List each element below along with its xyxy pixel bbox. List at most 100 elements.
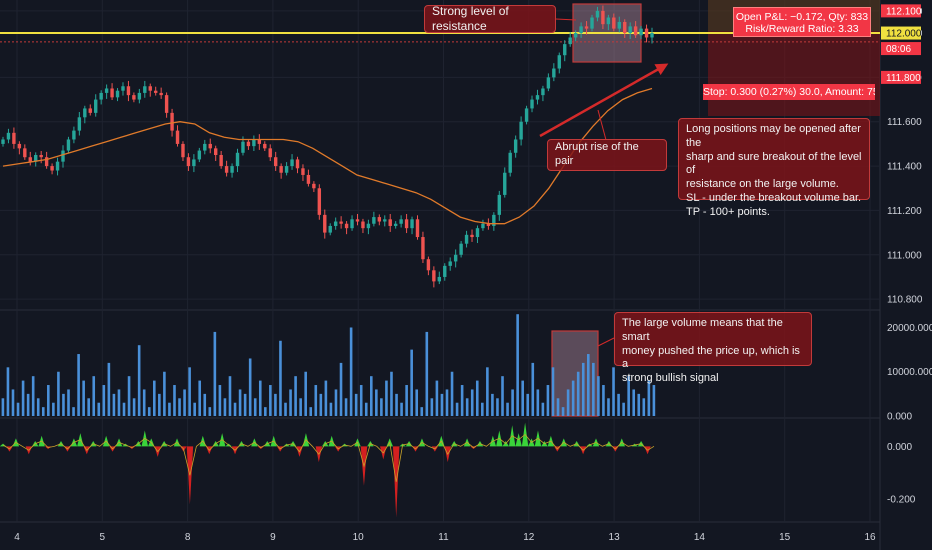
candle-body (295, 159, 300, 169)
candle-body (628, 26, 632, 34)
volume-bar (269, 385, 272, 416)
volume-bar (440, 393, 444, 416)
volume-tick-label: 0.000 (887, 412, 912, 423)
candle-body (208, 143, 212, 149)
candle-body (410, 219, 414, 229)
candle-body (508, 152, 512, 173)
candle-body (66, 139, 71, 151)
volume-bar (465, 398, 469, 416)
rise-note-connector (597, 109, 607, 141)
volume-bar (107, 362, 111, 416)
price-tag-text: 08:06 (886, 44, 911, 55)
volume-bar (137, 345, 141, 416)
candle-body (633, 26, 638, 36)
volume-bar (607, 398, 610, 416)
volume-bar (62, 393, 65, 416)
oscillator (0, 422, 655, 518)
price-tag (881, 42, 921, 56)
volume-bar (142, 389, 146, 416)
volume-bar (430, 398, 434, 416)
candle-body (448, 261, 452, 266)
x-tick-label: 10 (353, 532, 365, 543)
candle-body (186, 157, 191, 167)
candle-body (213, 148, 218, 155)
volume-bar (193, 402, 196, 416)
candle-body (6, 132, 11, 140)
candle-body (350, 219, 354, 229)
candle-body (263, 143, 267, 149)
volume-bar (289, 389, 292, 416)
volume-bar (375, 389, 378, 416)
volume-bar (339, 362, 343, 416)
open-pnl-badge[interactable]: Open P&L: −0.172, Qty: 833 Risk/Reward R… (733, 7, 871, 37)
candle-body (175, 130, 180, 144)
candle-body (595, 10, 600, 18)
volume-bar (511, 389, 514, 416)
candle-body (154, 90, 158, 93)
x-tick-label: 8 (185, 532, 191, 543)
candle-body (181, 143, 185, 158)
trend-arrow (539, 63, 669, 138)
volume-bar (475, 380, 479, 416)
volume-bar (314, 385, 318, 416)
volume-note-line: The large volume means that the smart (622, 317, 783, 343)
candle-body (552, 68, 556, 78)
candle-body (584, 26, 589, 29)
long-note-line: sharp and sure breakout of the level of (686, 150, 862, 177)
volume-bar (354, 393, 358, 416)
volume-bar (551, 367, 555, 416)
volume-bar (21, 380, 25, 416)
candle-body (541, 88, 545, 96)
volume-bar (127, 376, 131, 416)
candle-body (284, 166, 289, 173)
volume-bar (16, 402, 20, 416)
candle-body (443, 265, 447, 277)
candle-body (339, 221, 343, 224)
volume-bar (284, 402, 287, 416)
long-note-line: resistance on the large volume. (686, 178, 839, 190)
volume-bar (642, 398, 646, 416)
candle-body (388, 219, 392, 226)
candle-body (235, 152, 240, 167)
candle-body (612, 17, 616, 29)
volume-bar (546, 385, 550, 416)
candle-body (72, 130, 76, 140)
moving-average (2, 87, 653, 225)
volume-bar (400, 402, 403, 416)
volume-bar (147, 407, 151, 416)
volume-tick-label: 10000.000 (887, 367, 932, 378)
volume-bar (329, 402, 333, 416)
x-tick-label: 5 (100, 532, 106, 543)
volume-bar (561, 407, 565, 416)
volume-bar (364, 402, 368, 416)
candle-body (361, 221, 365, 229)
stop-badge[interactable]: Stop: 0.300 (0.27%) 30.0, Amount: 75 (703, 84, 875, 100)
candle-body (464, 234, 469, 244)
candle-body (104, 88, 109, 93)
volume-bar (223, 398, 227, 416)
volume-bar (617, 393, 620, 416)
candle-body (148, 86, 152, 91)
volume-bar (233, 402, 237, 416)
candle-body (601, 10, 605, 25)
y-tick-label: 111.000 (887, 250, 922, 261)
annotation-arrows (539, 18, 669, 347)
candle-body (12, 132, 16, 144)
candle-body (563, 44, 567, 56)
volume-bar (445, 389, 449, 416)
candle-body (44, 157, 49, 167)
volume-bar (158, 393, 161, 416)
x-tick-label: 9 (270, 532, 276, 543)
volume-bar (178, 398, 181, 416)
volume-bar (1, 398, 5, 416)
volume-bar (344, 398, 348, 416)
volume-bar (168, 402, 171, 416)
volume-bar (506, 402, 509, 416)
volume-bar (460, 385, 464, 416)
candle-body (230, 166, 234, 173)
volume-bar (274, 393, 277, 416)
volume-bar (36, 398, 40, 416)
candle-body (94, 99, 98, 113)
candle-body (546, 77, 551, 89)
